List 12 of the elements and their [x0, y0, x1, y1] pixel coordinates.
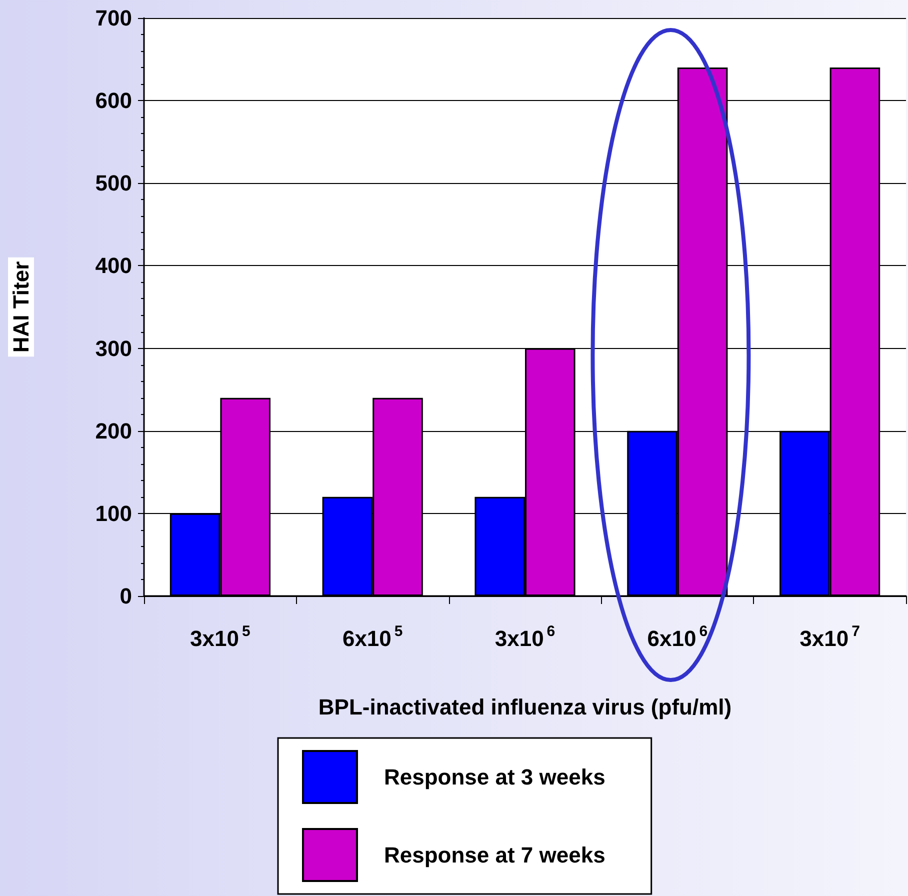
- y-tick-label: 100: [95, 500, 132, 526]
- legend-label: Response at 7 weeks: [384, 842, 606, 868]
- y-tick-label: 600: [95, 88, 132, 114]
- y-tick-label: 400: [95, 253, 132, 278]
- x-axis-title: BPL-inactivated influenza virus (pfu/ml): [318, 694, 732, 720]
- y-tick-label: 200: [95, 418, 132, 444]
- y-tick-label: 300: [95, 336, 132, 361]
- y-axis-title: HAI Titer: [8, 260, 34, 353]
- y-tick-label: 0: [120, 584, 132, 608]
- y-tick-label: 700: [95, 6, 132, 30]
- y-tick-label: 500: [95, 170, 132, 196]
- legend-label: Response at 3 weeks: [384, 764, 606, 790]
